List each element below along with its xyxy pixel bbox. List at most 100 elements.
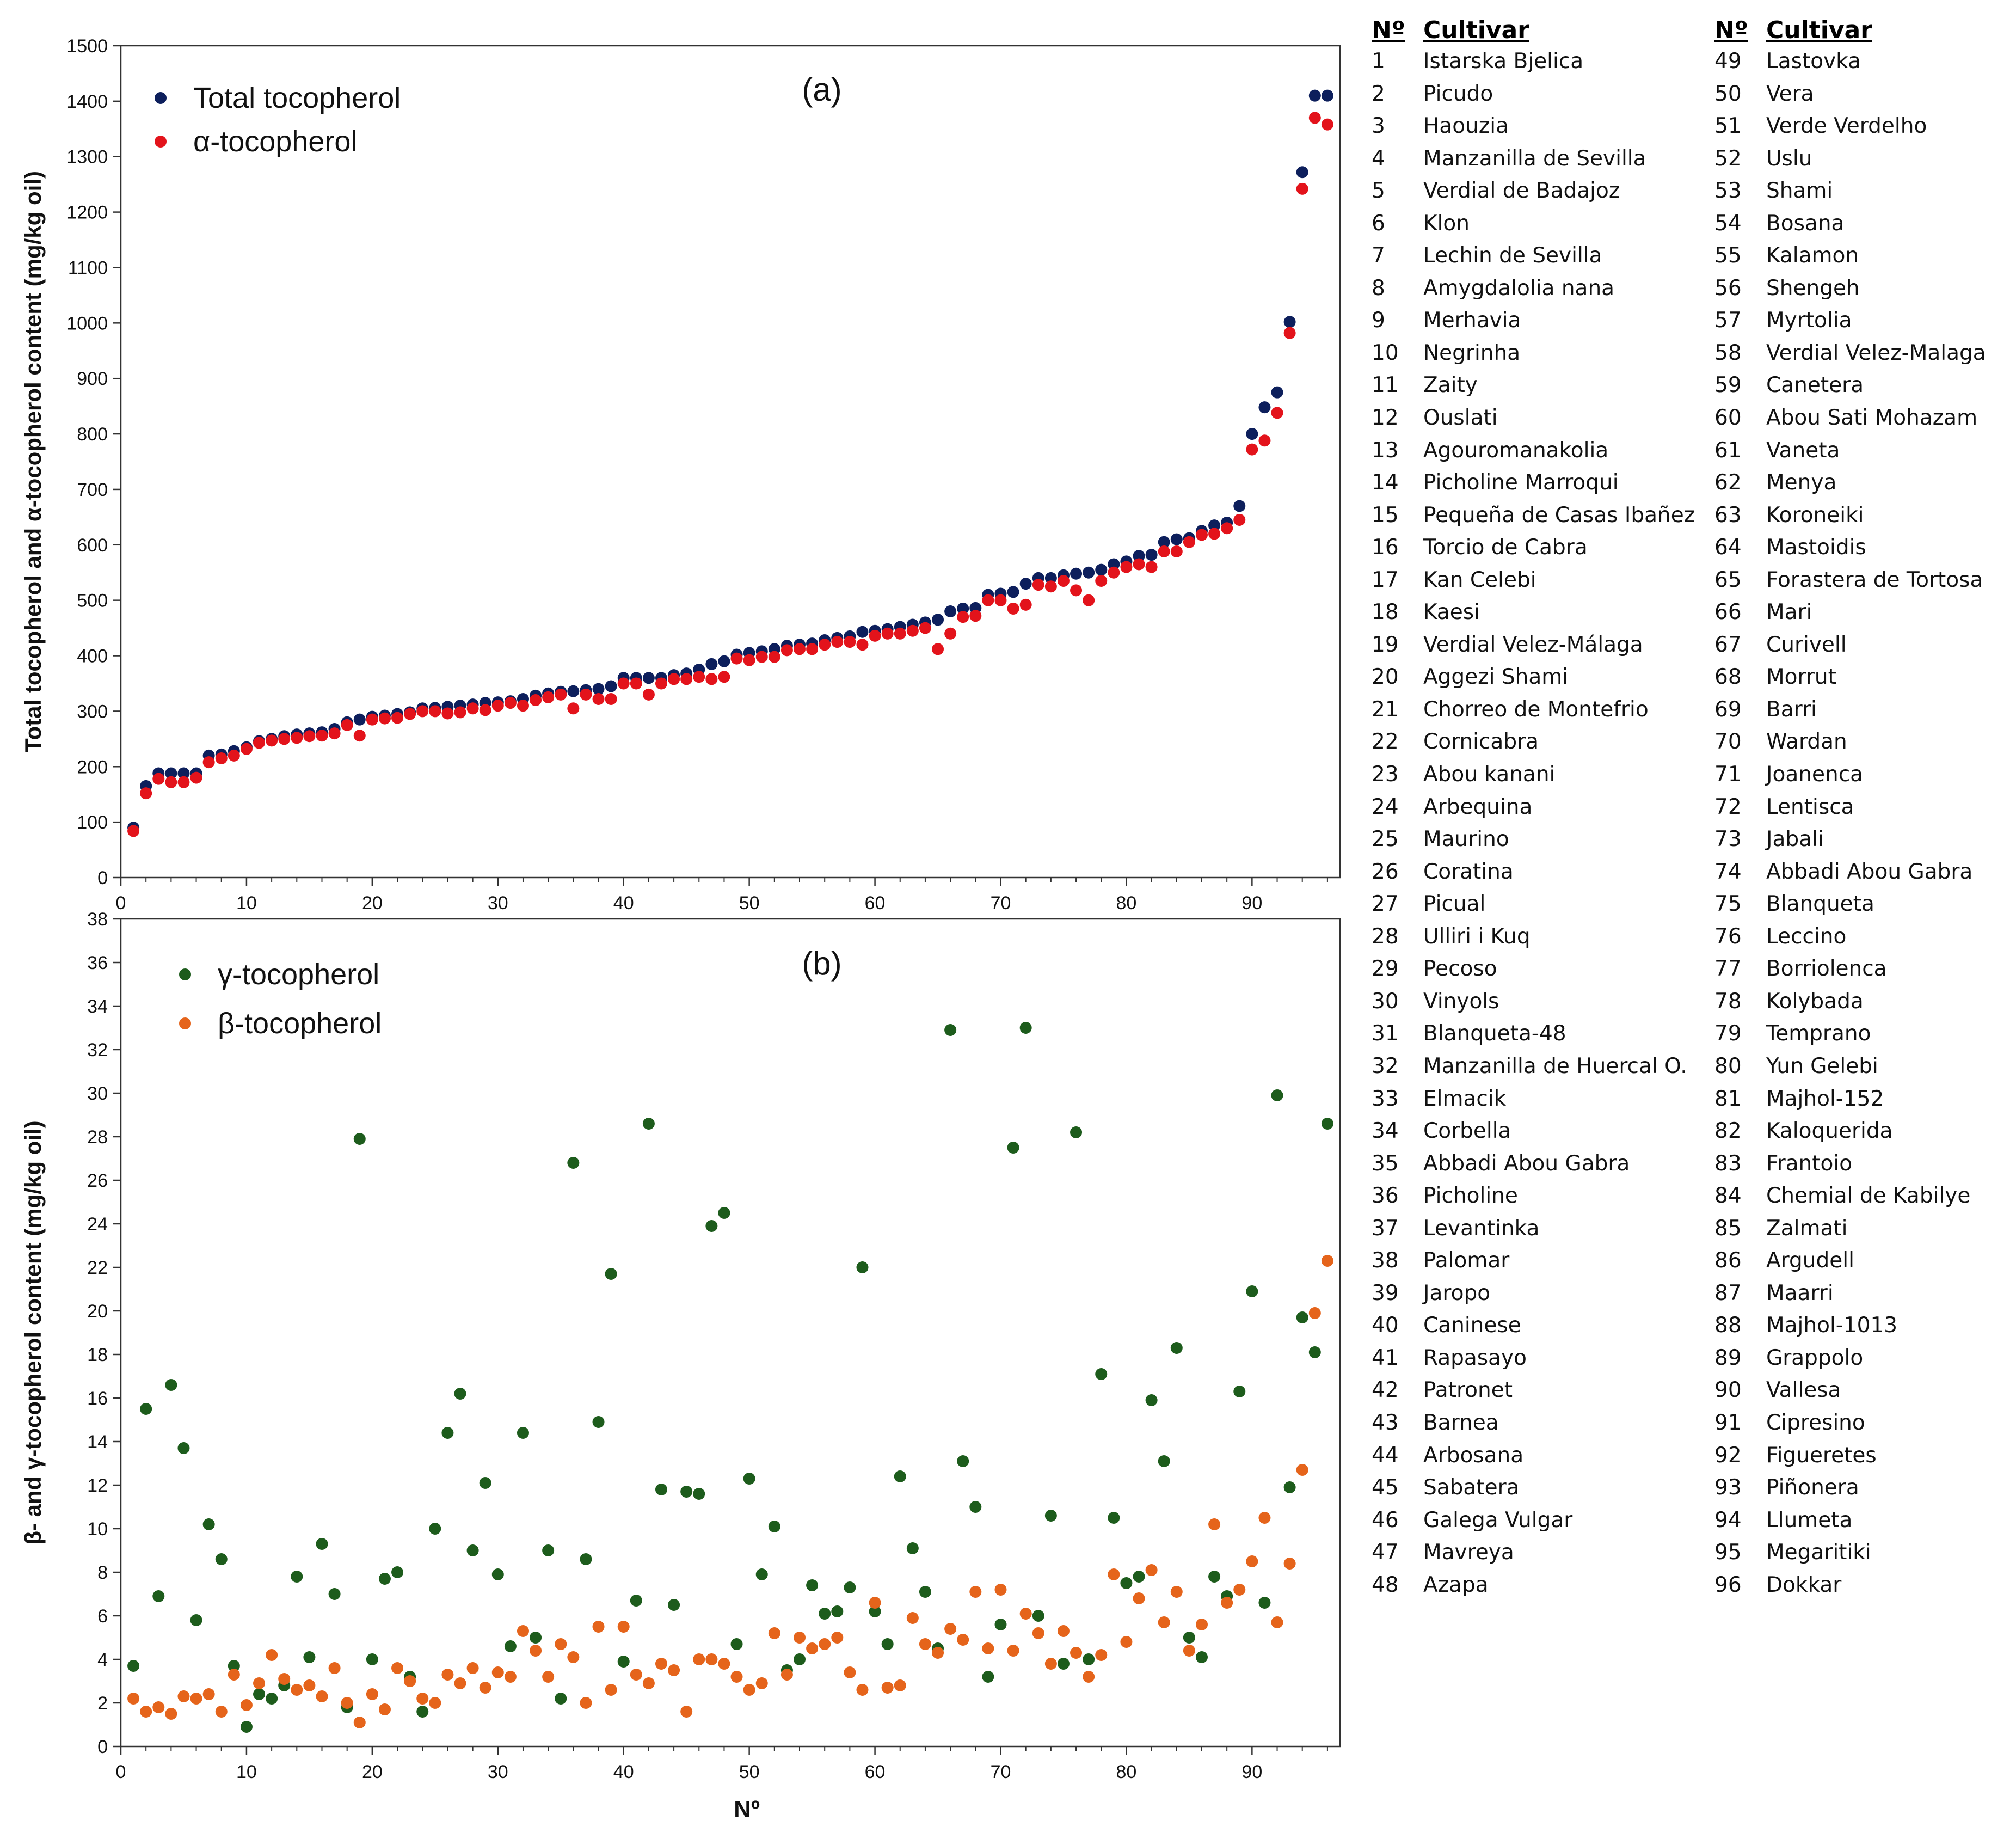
list-item: 10 Negrinha — [1372, 341, 1698, 373]
data-point — [668, 1599, 680, 1611]
data-point — [1296, 1311, 1308, 1323]
data-point — [1170, 545, 1183, 558]
data-point — [668, 1664, 680, 1676]
cultivar-number: 29 — [1372, 957, 1399, 982]
cultivar-name: Picudo — [1423, 81, 1493, 106]
data-point — [844, 1581, 856, 1593]
data-point — [831, 636, 844, 648]
list-item: 34 Corbella — [1372, 1119, 1698, 1151]
cultivar-number: 36 — [1372, 1184, 1399, 1209]
cultivar-number: 77 — [1714, 957, 1742, 982]
data-point — [1258, 1597, 1271, 1609]
list-item: 20 Aggezi Shami — [1372, 665, 1698, 697]
data-point — [253, 737, 266, 749]
data-point — [1308, 89, 1321, 102]
y-tick-label: 6 — [97, 1606, 108, 1627]
data-point — [441, 1669, 454, 1681]
header-no: Nº — [1714, 16, 1748, 44]
cultivar-number: 55 — [1714, 243, 1742, 268]
cultivar-number: 39 — [1372, 1280, 1399, 1305]
data-point — [1283, 327, 1296, 339]
data-point — [177, 767, 190, 780]
data-point — [504, 1671, 517, 1683]
data-point — [152, 1701, 165, 1713]
cultivar-name: Vallesa — [1766, 1378, 1841, 1403]
cultivar-number: 19 — [1372, 632, 1399, 657]
data-point — [165, 1379, 177, 1391]
cultivar-name: Vera — [1766, 81, 1814, 106]
cultivar-legend-table: Nº Cultivar 1 Istarska Bjelica 2 Picudo 3 Hao… — [1372, 16, 2008, 1622]
y-tick-label: 22 — [87, 1258, 108, 1278]
data-point — [1019, 578, 1032, 590]
cultivar-name: Grappolo — [1766, 1345, 1864, 1370]
cultivar-number: 35 — [1372, 1151, 1399, 1176]
cultivar-number: 96 — [1714, 1572, 1742, 1597]
data-point — [1208, 519, 1221, 532]
data-point — [894, 627, 906, 640]
list-item: 66 Mari — [1714, 600, 2016, 633]
cultivar-number: 12 — [1372, 406, 1399, 431]
data-point — [228, 749, 240, 762]
cultivar-name: Wardan — [1766, 730, 1847, 755]
cultivar-number: 72 — [1714, 794, 1742, 819]
data-point — [1246, 1285, 1258, 1297]
data-point — [1057, 1625, 1070, 1637]
cultivar-name: Barnea — [1423, 1410, 1499, 1435]
list-item: 75 Blanqueta — [1714, 892, 2016, 924]
cultivar-number: 58 — [1714, 340, 1742, 365]
cultivar-name: Corbella — [1423, 1119, 1511, 1144]
cultivar-number: 90 — [1714, 1378, 1742, 1403]
y-tick-label: 200 — [77, 757, 108, 777]
data-point — [291, 732, 303, 744]
list-item: 69 Barri — [1714, 697, 2016, 730]
list-item: 94 Llumeta — [1714, 1508, 2016, 1541]
data-point — [1321, 1255, 1333, 1267]
cultivar-number: 93 — [1714, 1475, 1742, 1500]
legend-label: Total tocopherol — [193, 82, 401, 114]
cultivar-number: 11 — [1372, 373, 1399, 398]
list-item: 9 Merhavia — [1372, 308, 1698, 341]
data-point — [140, 1403, 152, 1415]
cultivar-name: Kaloquerida — [1766, 1119, 1893, 1144]
data-point — [1271, 386, 1283, 399]
cultivar-name: Vaneta — [1766, 438, 1840, 463]
data-point — [429, 1697, 441, 1709]
cultivar-number: 69 — [1714, 697, 1742, 722]
data-point — [1070, 567, 1083, 580]
data-point — [1133, 1571, 1145, 1583]
data-point — [177, 1690, 190, 1702]
list-item: 26 Coratina — [1372, 860, 1698, 892]
data-point — [919, 622, 931, 634]
list-item: 70 Wardan — [1714, 730, 2016, 762]
cultivar-number: 30 — [1372, 989, 1399, 1014]
data-point — [969, 610, 982, 622]
cultivar-name: Lechin de Sevilla — [1423, 243, 1602, 268]
y-tick-label: 12 — [87, 1475, 108, 1496]
y-tick-label: 500 — [77, 591, 108, 611]
cultivar-name: Kaesi — [1423, 600, 1480, 625]
list-item: 31 Blanqueta-48 — [1372, 1021, 1698, 1054]
data-point — [1070, 1647, 1083, 1659]
data-point — [1044, 580, 1057, 593]
cultivar-name: Elmacik — [1423, 1086, 1507, 1111]
list-item: 8 Amygdalolia nana — [1372, 276, 1698, 309]
data-point — [617, 1621, 630, 1633]
list-item: 91 Cipresino — [1714, 1411, 2016, 1443]
data-point — [291, 1571, 303, 1583]
data-point — [1321, 89, 1333, 102]
data-point — [844, 1666, 856, 1678]
data-point — [743, 1684, 755, 1696]
panel-label: (a) — [802, 71, 841, 108]
cultivar-name: Verde Verdelho — [1766, 114, 1927, 139]
data-point — [605, 692, 617, 705]
cultivar-name: Manzanilla de Sevilla — [1423, 146, 1646, 171]
cultivar-number: 71 — [1714, 762, 1742, 787]
data-point — [982, 594, 994, 606]
legend-marker — [155, 136, 167, 148]
cultivar-name: Ulliri i Kuq — [1423, 924, 1531, 949]
cultivar-name: Coratina — [1423, 859, 1514, 884]
list-item: 88 Majhol-1013 — [1714, 1313, 2016, 1346]
cultivar-name: Cornicabra — [1423, 730, 1539, 755]
data-point — [291, 1684, 303, 1696]
cultivar-name: Abou kanani — [1423, 762, 1556, 787]
